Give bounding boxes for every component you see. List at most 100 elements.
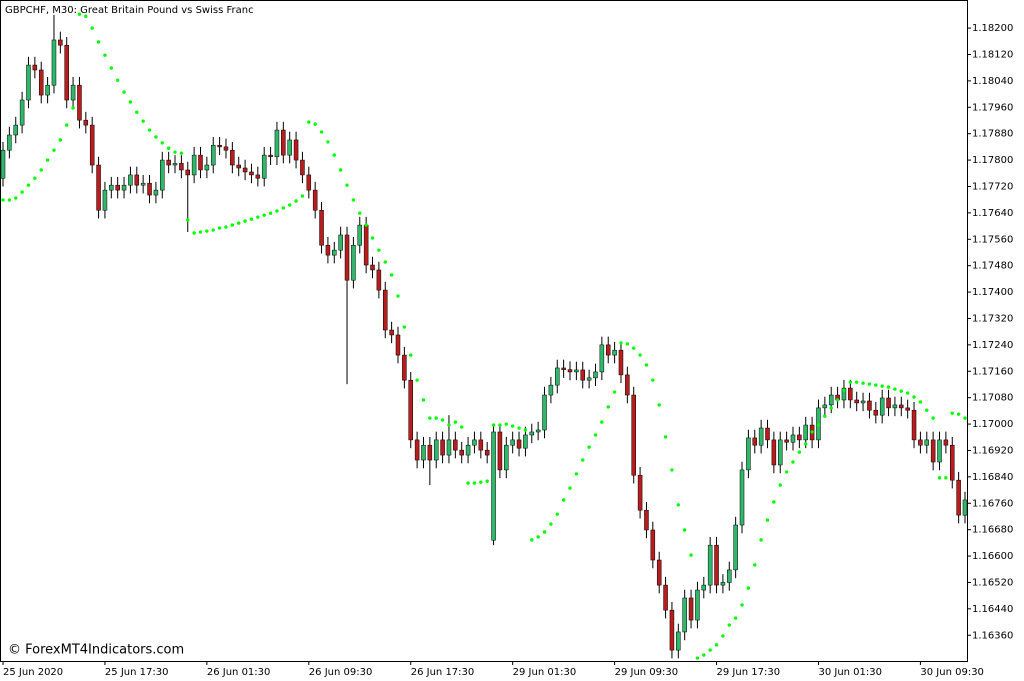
sar-dot — [574, 472, 579, 476]
sar-dot — [179, 151, 184, 155]
sar-dot — [26, 183, 31, 187]
sar-dot — [338, 168, 343, 172]
watermark: © ForexMT4Indicators.com — [8, 643, 184, 658]
candle-body — [752, 437, 758, 446]
candle-body — [758, 427, 764, 446]
candle-body — [701, 584, 707, 591]
candle-body — [561, 367, 566, 370]
candle-body — [446, 439, 452, 456]
sar-dot — [1, 198, 5, 202]
candle-body — [395, 334, 401, 356]
candle-body — [109, 184, 114, 191]
candle-body — [249, 171, 254, 176]
candle-body — [376, 269, 382, 291]
candle-body — [656, 559, 662, 586]
candle-body — [389, 329, 394, 336]
sar-dot — [867, 382, 872, 386]
candle-body — [899, 404, 904, 409]
candle-body — [918, 439, 923, 446]
sar-dot — [695, 656, 700, 660]
sar-dot — [466, 481, 470, 485]
y-tick-label: 1.17800 — [972, 155, 1013, 166]
sar-dot — [491, 423, 496, 427]
candle-body — [414, 439, 420, 461]
candle-body — [179, 163, 184, 171]
candle-body — [357, 224, 363, 246]
sar-dot — [160, 141, 164, 145]
sar-dot — [530, 538, 534, 542]
sar-dot — [765, 518, 770, 522]
candle-body — [478, 439, 484, 451]
sar-dot — [950, 411, 954, 415]
candle-body — [236, 164, 241, 169]
candle-body — [937, 439, 942, 463]
sar-dot — [670, 468, 674, 472]
candle-body — [599, 344, 605, 373]
sar-dot — [71, 106, 75, 110]
sar-dot — [517, 426, 521, 430]
sar-dot — [154, 135, 158, 139]
candle-body — [777, 439, 783, 466]
sar-dot — [39, 168, 43, 172]
candle-body — [504, 444, 509, 471]
sar-dot — [90, 26, 94, 30]
y-tick-label: 1.16840 — [972, 472, 1013, 483]
candle-body — [198, 154, 203, 171]
candle-body — [950, 444, 955, 481]
candle-body — [911, 409, 917, 441]
sar-dot — [682, 528, 687, 532]
sar-dot — [84, 14, 88, 18]
sar-dot — [275, 209, 279, 213]
sar-dot — [409, 353, 413, 357]
candle-body — [312, 189, 318, 211]
candle-body — [771, 439, 777, 466]
sar-dot — [886, 385, 891, 389]
sar-dot — [759, 538, 763, 542]
sar-dot — [440, 418, 445, 422]
sar-dot — [893, 387, 897, 391]
sar-dot — [606, 405, 610, 409]
candle-body — [402, 354, 407, 381]
sar-dot — [389, 273, 394, 277]
sar-dot — [721, 634, 725, 638]
sar-dot — [644, 363, 649, 367]
sar-dot — [65, 123, 69, 127]
sar-dot — [944, 476, 948, 480]
sar-dot — [689, 553, 693, 557]
candle-body — [491, 431, 496, 541]
sar-dot — [345, 183, 349, 187]
sar-dot — [651, 378, 655, 382]
sar-dot — [708, 648, 712, 652]
candle-body — [905, 407, 910, 411]
y-tick-label: 1.17240 — [972, 340, 1013, 351]
sar-dot — [479, 480, 483, 484]
candle-body — [822, 404, 828, 409]
candle-body — [32, 64, 38, 71]
candle-body — [83, 119, 89, 126]
candle-body — [64, 44, 69, 101]
sar-dot — [460, 425, 464, 429]
y-tick-label: 1.16440 — [972, 604, 1013, 615]
sar-dot — [147, 128, 152, 132]
sar-dot — [7, 198, 12, 202]
candle-body — [586, 377, 592, 381]
sar-dot — [791, 460, 795, 464]
sar-dot — [109, 66, 114, 70]
sar-dot — [727, 623, 731, 627]
candle-body — [255, 174, 261, 179]
candle-body — [58, 39, 63, 46]
candle-body — [625, 374, 630, 396]
sar-dot — [778, 483, 782, 487]
sar-dot — [823, 414, 827, 418]
sar-dot — [377, 248, 381, 252]
candle-body — [26, 64, 31, 101]
candle-body — [370, 264, 375, 271]
sar-dot — [319, 130, 324, 134]
sar-dot — [804, 442, 808, 446]
candle-body — [421, 444, 426, 461]
candle-body — [631, 394, 636, 476]
chart-title: GBPCHF, M30: Great Britain Pound vs Swis… — [5, 5, 254, 16]
candle-body — [472, 439, 477, 446]
candle-body — [593, 371, 598, 379]
